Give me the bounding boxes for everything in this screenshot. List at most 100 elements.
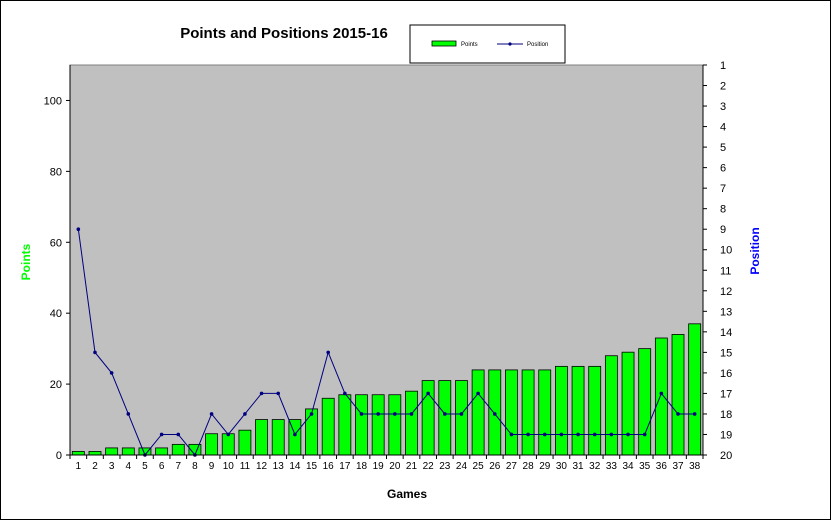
points-bar [321,397,335,456]
x-tick-label: 10 [223,461,235,472]
x-tick-label: 4 [126,461,132,472]
right-tick-label: 1 [720,60,726,72]
position-marker [259,391,264,396]
x-tick-label: 36 [656,461,668,472]
points-bar [371,394,385,456]
position-marker [592,432,597,437]
position-marker [526,432,530,437]
right-tick-label: 14 [720,327,732,339]
legend-points-label: Points [461,42,478,48]
x-tick-label: 15 [306,461,318,472]
left-axis-title: Points [19,243,33,280]
position-marker [343,391,347,396]
right-tick-label: 8 [720,204,726,216]
position-marker [459,412,464,416]
right-tick-label: 20 [720,450,732,462]
position-marker [559,432,564,437]
position-marker [443,412,447,416]
position-marker [509,432,514,437]
x-tick-label: 2 [92,461,98,472]
position-marker [326,350,331,355]
points-bar [505,369,518,456]
points-bar [521,369,535,456]
position-marker [376,412,380,416]
x-tick-label: 26 [489,461,501,472]
position-marker [126,412,131,416]
position-marker [542,432,547,437]
right-tick-label: 2 [720,81,726,93]
position-line [77,229,695,456]
right-tick-label: 4 [720,122,726,134]
right-tick-label: 19 [720,429,732,441]
x-tick-label: 37 [672,461,684,472]
x-tick-label: 6 [159,461,165,472]
points-bar [305,408,318,456]
left-tick-label: 80 [50,166,62,178]
x-tick-label: 12 [256,461,268,472]
position-marker [93,350,97,355]
points-bar [205,433,218,456]
x-tick-label: 24 [456,461,468,472]
points-bar [105,447,119,456]
x-tick-label: 7 [175,461,181,472]
position-marker [659,391,664,396]
points-bar [638,348,652,456]
x-tick-label: 13 [273,461,285,472]
legend-position-label: Position [527,42,548,48]
points-bar [121,447,135,456]
position-marker [209,412,214,416]
x-tick-label: 35 [639,461,651,472]
left-tick-label: 100 [44,95,62,107]
position-marker [276,391,281,396]
right-tick-label: 11 [720,265,731,277]
position-marker [576,432,580,437]
points-bar [238,429,252,456]
x-tick-label: 11 [240,461,251,472]
points-bar [221,433,235,456]
right-axis-title: Position [748,227,762,274]
position-marker [626,432,630,437]
points-bar [455,380,468,456]
x-tick-label: 3 [109,461,115,472]
right-tick-label: 5 [720,142,726,154]
x-tick-label: 1 [76,461,82,472]
x-axis-ticks: 1 2 3 4 5 6 7 8 9 10 11 12 13 14 15 16 17 18 19 20 21 22 23 24 2… [69,455,704,472]
points-bar [155,447,169,456]
points-bar [471,369,485,456]
points-bar [405,390,418,456]
points-bar [88,451,102,456]
position-marker [76,227,81,232]
x-tick-label: 21 [406,461,418,472]
x-tick-label: 27 [506,461,518,472]
right-tick-label: 9 [720,224,726,236]
points-bar [438,380,452,456]
right-tick-label: 18 [720,409,732,421]
points-bar [355,394,368,456]
left-axis-ticks: 0 20 40 60 80 100 [44,95,70,462]
legend-position-marker [508,42,512,46]
points-bar [604,355,618,456]
position-marker [243,412,247,416]
left-tick-label: 20 [50,379,62,391]
position-marker [393,412,397,416]
x-tick-label: 38 [689,461,701,472]
position-marker [293,432,297,437]
x-tick-label: 31 [573,461,585,472]
position-marker [309,412,314,416]
x-tick-label: 9 [209,461,215,472]
points-bar [388,394,402,456]
points-bar [71,451,85,456]
position-marker [226,432,231,437]
x-tick-label: 23 [439,461,451,472]
points-bar [171,443,185,456]
position-marker [642,432,647,437]
legend-points-swatch [431,40,457,47]
points-bar [654,337,668,456]
right-tick-label: 12 [720,286,732,298]
x-tick-label: 25 [473,461,485,472]
points-bar [621,351,635,456]
chart-title: Points and Positions 2015-16 [180,25,388,42]
points-bar [588,365,602,456]
points-bar [688,323,702,456]
